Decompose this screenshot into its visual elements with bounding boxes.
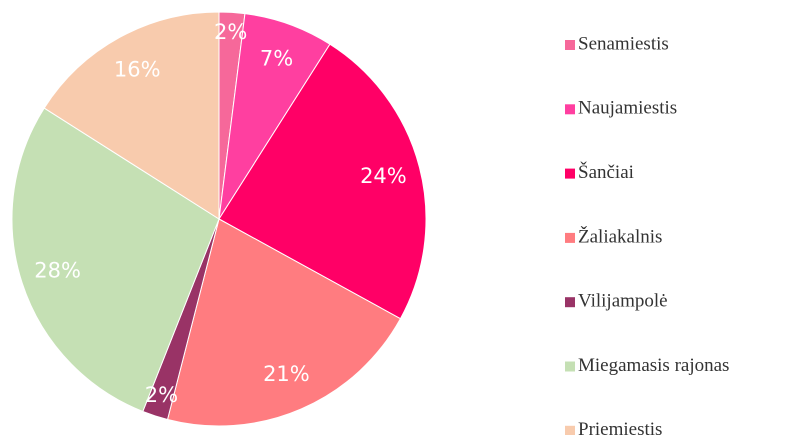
data-label: 24% <box>360 164 407 188</box>
data-label: 28% <box>34 258 81 282</box>
legend-swatch <box>565 232 575 243</box>
legend-label: Miegamasis rajonas <box>578 355 729 376</box>
legend-swatch <box>565 297 575 308</box>
pie-slice <box>218 43 427 320</box>
legend-swatch <box>565 425 575 435</box>
legend-label: Šančiai <box>578 161 634 183</box>
legend-label: Senamiestis <box>578 33 669 54</box>
legend-swatch <box>565 40 575 50</box>
legend-swatch <box>565 168 575 179</box>
data-label: 7% <box>260 46 293 70</box>
data-label: 21% <box>263 362 310 386</box>
legend-label: Vilijampolė <box>578 291 668 312</box>
legend-label: Žaliakalnis <box>578 225 662 247</box>
legend-label: Naujamiestis <box>578 98 677 119</box>
data-label: 2% <box>214 20 247 44</box>
pie-slice <box>166 218 402 427</box>
data-label: 16% <box>114 57 161 81</box>
data-label: 2% <box>145 383 178 407</box>
legend-swatch <box>565 104 575 115</box>
legend-label: Priemiestis <box>578 419 662 435</box>
legend-swatch <box>565 361 575 372</box>
pie-slice <box>11 107 220 413</box>
pie-slice <box>43 11 220 220</box>
